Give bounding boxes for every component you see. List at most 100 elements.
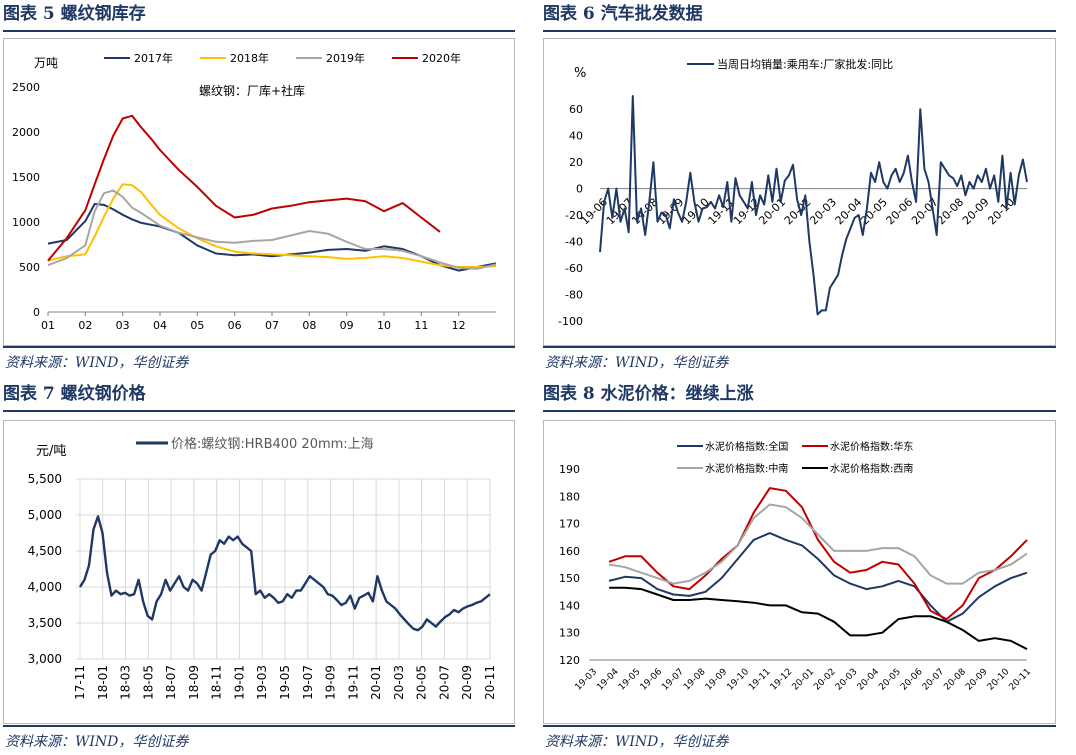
x-tick-label: 20-10 [986,667,1012,693]
bottom-rule [3,346,515,348]
x-tick-label: 19-09 [324,665,338,700]
panel-title: 图表 5 螺纹钢库存 [3,4,146,24]
x-tick-label: 06 [228,319,242,332]
panel-rebar-price: 图表 7 螺纹钢价格 元/吨 3,000 3,500 4,000 4,500 5,000 5… [3,380,515,755]
x-tick-label: 19-11 [346,665,360,700]
panel-title: 图表 7 螺纹钢价格 [3,384,146,404]
x-tick-label: 20-09 [964,667,990,693]
x-tick-label: 19-11 [747,667,773,693]
x-tick-label: 20-03 [392,665,406,700]
x-tick-label: 19-07 [660,667,686,693]
x-tick-label: 19-12 [769,667,795,693]
series-line-2 [47,189,497,270]
x-tick-label: 19-03 [255,665,269,700]
y-tick-label: 40 [569,130,583,143]
y-tick-label: 140 [559,599,580,612]
y-tick-label: 2500 [12,81,40,94]
source-note: 资料来源：WIND，华创证券 [545,355,729,371]
y-tick-label: -20 [565,209,583,222]
panel-title: 图表 8 水泥价格：继续上涨 [543,384,754,404]
x-tick-label: 19-12 [731,196,763,228]
source-note: 资料来源：WIND，华创证券 [5,355,189,371]
x-tick-label: 20-11 [1008,667,1034,693]
chart-frame: 120 130 140 150 160 170 180 190 19-03 19-04 19-05 1… [543,420,1056,724]
x-tick-label: 19-08 [682,667,708,693]
series-line [599,95,1028,316]
y-axis-unit: % [574,66,586,81]
x-tick-label: 08 [302,319,316,332]
y-tick-label: 190 [559,463,580,476]
x-tick-label: 09 [340,319,354,332]
legend-label: 水泥价格指数:中南 [705,462,788,475]
y-axis-unit: 万吨 [34,56,58,70]
x-tick-label: 18-11 [210,665,224,700]
legend-label: 2020年 [422,51,461,65]
rebar-price-chart: 元/吨 3,000 3,500 4,000 4,500 5,000 5,500 17-11 18… [28,436,497,700]
y-tick-label: 3,500 [28,616,62,630]
source-note: 资料来源：WIND，华创证券 [545,734,729,750]
chart-frame: % -100 -80 -60 -40 -20 0 20 40 60 19-06 19-07 19-08 1… [543,38,1056,346]
y-tick-label: 120 [559,654,580,667]
panel-rebar-inventory: 图表 5 螺纹钢库存 万吨 0 500 1000 1500 2000 2500 01 02 03 0… [3,0,515,372]
x-tick-label: 18-09 [187,665,201,700]
bottom-rule [3,725,515,727]
x-tick-label: 17-11 [73,665,87,700]
series-line-3 [609,586,1028,650]
y-tick-label: 4,500 [28,544,62,558]
x-tick-label: 20-11 [483,665,497,700]
x-tick-label: 03 [116,319,130,332]
x-tick-label: 02 [78,319,92,332]
x-tick-label: 19-07 [301,665,315,700]
title-underline [3,410,515,412]
x-tick-label: 19-03 [574,667,600,693]
x-tick-label: 18-05 [141,665,155,700]
x-tick-label: 19-06 [639,667,665,693]
x-tick-label: 20-09 [960,196,992,228]
y-tick-label: 3,000 [28,652,62,666]
x-tick-label: 20-06 [884,196,916,228]
x-tick-label: 20-02 [812,667,838,693]
x-tick-label: 19-05 [617,667,643,693]
series-line-2 [608,503,1028,585]
x-tick-label: 20-08 [942,667,968,693]
x-tick-label: 20-06 [899,667,925,693]
legend-label: 水泥价格指数:全国 [705,440,788,453]
y-tick-label: 2000 [12,126,40,139]
x-tick-label: 20-07 [437,665,451,700]
series-line-1 [608,487,1028,621]
title-underline [3,30,515,32]
chart-frame: 元/吨 3,000 3,500 4,000 4,500 5,000 5,500 17-11 18… [3,420,515,724]
y-tick-label: 4,000 [28,580,62,594]
legend-label: 2017年 [134,51,173,65]
series-line [78,515,491,632]
x-tick-label: 19-05 [278,665,292,700]
y-tick-label: 5,500 [28,472,62,486]
panel-cement-price: 图表 8 水泥价格：继续上涨 120 130 140 150 160 170 180 190 1… [543,380,1056,755]
x-tick-label: 07 [265,319,279,332]
bottom-rule [543,725,1056,727]
y-tick-label: 1000 [12,216,40,229]
series-line-0 [608,532,1028,623]
rebar-inventory-chart: 万吨 0 500 1000 1500 2000 2500 01 02 03 04 05 06 07 08 09… [12,51,497,332]
legend-label: 当周日均销量:乘用车:厂家批发:同比 [717,57,893,71]
title-underline [543,30,1056,32]
series-line-3 [47,114,441,262]
y-tick-label: -100 [558,315,583,328]
x-tick-label: 20-09 [460,665,474,700]
x-tick-label: 20-05 [858,196,890,228]
x-tick-label: 01 [41,319,55,332]
chart-annotation: 螺纹钢：厂库+社库 [199,83,305,98]
legend-label: 2018年 [230,51,269,65]
x-tick-label: 19-09 [704,667,730,693]
y-tick-label: 150 [559,572,580,585]
series-line-1 [47,183,497,268]
source-note: 资料来源：WIND，华创证券 [5,734,189,750]
x-tick-label: 20-07 [909,196,941,228]
x-tick-label: 18-01 [96,665,110,700]
series-line-0 [47,203,497,272]
y-tick-label: -80 [565,289,583,302]
y-tick-label: 170 [559,518,580,531]
x-tick-label: 20-10 [985,196,1017,228]
panel-auto-wholesale: 图表 6 汽车批发数据 % -100 -80 -60 -40 -20 0 20 40 60 19-0… [543,0,1056,372]
y-tick-label: 160 [559,545,580,558]
